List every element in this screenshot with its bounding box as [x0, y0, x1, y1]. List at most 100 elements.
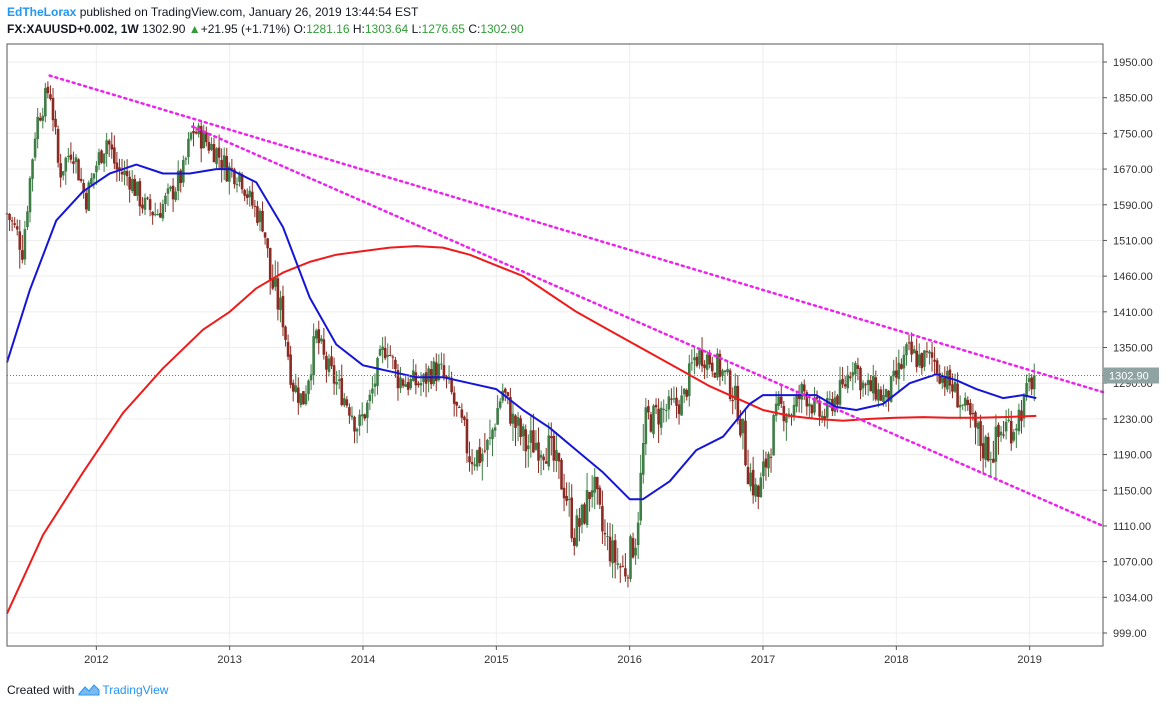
candle-body [222, 155, 226, 168]
candle-body [245, 194, 249, 198]
candle-body [1027, 378, 1031, 382]
candle-body [455, 401, 459, 406]
candle-body [302, 391, 305, 405]
candle-body [102, 153, 106, 164]
candle-body [87, 182, 91, 211]
candle-body [529, 430, 533, 443]
candle-body [59, 163, 62, 178]
candle-body [353, 417, 356, 432]
candle-body [652, 405, 655, 435]
candle-body [613, 540, 617, 563]
candle-body [823, 416, 827, 421]
candle-body [297, 387, 300, 403]
candle-body [754, 484, 758, 497]
y-tick-label: 1350.00 [1113, 343, 1153, 355]
y-tick-label: 1110.00 [1113, 521, 1151, 533]
candle-body [667, 396, 671, 410]
candle-body [1030, 377, 1033, 390]
candle-body [953, 381, 957, 392]
candle-body [92, 173, 96, 179]
candle-body [935, 360, 939, 374]
candle-body [366, 402, 369, 418]
y-tick-label: 1034.00 [1113, 592, 1153, 604]
candle-body [164, 195, 167, 205]
candle-body [332, 365, 336, 384]
candle-body [877, 389, 880, 401]
x-tick-label: 2017 [751, 654, 775, 666]
candle-body [376, 357, 379, 386]
y-tick-label: 1670.00 [1113, 164, 1153, 176]
candle-body [889, 376, 893, 402]
y-tick-label: 1190.00 [1113, 450, 1152, 462]
candle-body [243, 190, 246, 196]
candle-body [138, 181, 142, 207]
candle-body [943, 377, 947, 388]
candle-body [320, 338, 323, 342]
candle-body [100, 150, 103, 163]
candle-body [77, 159, 80, 181]
tradingview-logo-icon [78, 684, 100, 696]
candle-body [933, 359, 936, 362]
candle-body [815, 396, 819, 399]
candle-body [189, 132, 193, 140]
candle-body [28, 178, 32, 213]
candle-body [488, 437, 492, 439]
last-price-label-bg [1103, 367, 1159, 384]
y-tick-label: 1230.00 [1113, 414, 1153, 426]
candle-body [810, 405, 814, 414]
last-price: 1302.90 [142, 22, 186, 36]
candle-body [478, 447, 482, 464]
y-tick-label: 1150.00 [1113, 485, 1152, 497]
candle-body [192, 130, 195, 134]
candle-body [690, 362, 694, 364]
candle-body [21, 250, 24, 260]
candle-body [897, 362, 901, 380]
candle-body [506, 392, 510, 396]
slow-moving-average-line [6, 245, 1037, 615]
candle-body [777, 396, 781, 406]
candle-body [309, 374, 313, 381]
candle-body [468, 456, 471, 463]
candle-body [460, 409, 464, 418]
candle-body [1017, 409, 1021, 432]
candle-body [700, 349, 704, 367]
candle-body [49, 94, 52, 99]
y-tick-label: 1950.00 [1113, 57, 1153, 69]
candle-body [813, 397, 816, 413]
candle-body [503, 388, 507, 393]
candle-body [557, 452, 561, 462]
candle-body [41, 115, 45, 121]
candles [5, 81, 1036, 588]
candle-body [567, 498, 571, 500]
candle-body [764, 458, 768, 468]
candle-body [938, 373, 941, 384]
candle-body [981, 443, 985, 459]
close-label: C: [468, 22, 481, 36]
candle-body [18, 231, 22, 250]
candle-body [828, 398, 832, 400]
trendline [48, 74, 1105, 394]
candle-body [534, 442, 538, 450]
candle-body [348, 407, 351, 416]
last-price-label: 1302.90 [1109, 371, 1149, 383]
candle-body [113, 147, 116, 164]
candle-body [539, 454, 543, 458]
candle-body [161, 204, 165, 219]
candle-body [989, 458, 993, 460]
candle-body [634, 547, 637, 556]
candle-body [82, 182, 85, 193]
candle-body [808, 403, 811, 407]
tradingview-brand[interactable]: TradingView [102, 683, 169, 697]
candle-body [498, 401, 502, 408]
candle-body [110, 144, 114, 150]
candle-body [555, 450, 558, 462]
candle-body [923, 350, 926, 367]
candle-body [212, 144, 216, 163]
candle-body [378, 348, 382, 356]
candle-body [624, 568, 627, 577]
candle-body [739, 418, 742, 436]
candle-body [585, 490, 589, 525]
author-link[interactable]: EdTheLorax [7, 5, 77, 19]
candle-body [560, 459, 563, 490]
